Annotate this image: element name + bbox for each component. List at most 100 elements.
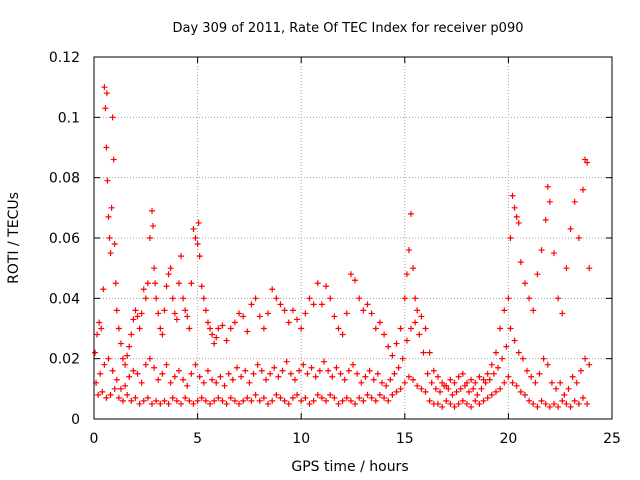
data-point	[202, 397, 209, 404]
data-point	[246, 379, 253, 386]
data-point	[515, 349, 522, 356]
data-point	[213, 334, 220, 341]
data-point	[383, 382, 390, 389]
data-point	[122, 361, 129, 368]
data-point	[120, 355, 127, 362]
data-point	[434, 373, 441, 380]
data-point	[550, 400, 557, 407]
data-point	[501, 307, 508, 314]
data-point	[569, 373, 576, 380]
data-point	[439, 403, 446, 410]
data-point	[501, 379, 508, 386]
data-point	[356, 394, 363, 401]
data-point	[134, 370, 141, 377]
data-point	[298, 325, 305, 332]
data-point	[101, 361, 108, 368]
data-point	[526, 295, 533, 302]
x-tick-label: 10	[292, 431, 310, 447]
data-point	[122, 382, 129, 389]
data-point	[204, 367, 211, 374]
data-point	[364, 391, 371, 398]
data-point	[103, 90, 110, 97]
data-point	[399, 355, 406, 362]
data-point	[331, 313, 338, 320]
data-point	[385, 397, 392, 404]
data-point	[360, 307, 367, 314]
data-point	[484, 370, 491, 377]
data-point	[186, 397, 193, 404]
data-point	[231, 397, 238, 404]
data-point	[327, 391, 334, 398]
data-point	[151, 265, 158, 272]
data-point	[441, 382, 448, 389]
data-point	[136, 325, 143, 332]
x-tick-label: 0	[90, 431, 99, 447]
data-point	[184, 313, 191, 320]
data-point	[575, 235, 582, 241]
data-point	[124, 391, 131, 398]
data-point	[107, 250, 114, 257]
data-point	[528, 373, 535, 380]
data-point	[463, 400, 470, 407]
x-tick-label: 15	[396, 431, 414, 447]
data-point	[503, 343, 510, 350]
data-point	[130, 316, 137, 323]
data-point	[157, 400, 164, 407]
data-point	[117, 340, 124, 347]
data-point	[188, 370, 195, 377]
data-point	[339, 397, 346, 404]
data-point	[111, 241, 118, 248]
data-point	[505, 373, 512, 380]
data-point	[586, 265, 593, 272]
data-point	[120, 397, 127, 404]
data-point	[240, 397, 247, 404]
data-point	[476, 400, 483, 407]
data-point	[126, 343, 133, 350]
data-point	[240, 313, 247, 320]
data-point	[215, 394, 222, 401]
data-point	[204, 319, 211, 326]
data-point	[194, 397, 201, 404]
data-point	[414, 307, 421, 314]
data-point	[567, 225, 574, 232]
data-point	[555, 295, 562, 302]
data-point	[366, 367, 373, 374]
data-point	[227, 394, 234, 401]
data-point	[265, 310, 272, 317]
data-point	[256, 313, 263, 320]
data-point	[335, 325, 342, 332]
data-point	[565, 385, 572, 392]
data-point	[391, 370, 398, 377]
data-point	[152, 280, 159, 287]
data-point	[480, 376, 487, 383]
data-point	[142, 295, 149, 302]
data-point	[312, 373, 319, 380]
data-point	[343, 310, 350, 317]
data-point	[314, 391, 321, 398]
data-point	[497, 325, 504, 332]
data-point	[416, 331, 423, 338]
data-point	[490, 370, 497, 377]
data-point	[370, 376, 377, 383]
data-point	[304, 370, 311, 377]
data-point	[488, 391, 495, 398]
data-point	[515, 219, 522, 226]
x-tick-label: 20	[499, 431, 517, 447]
data-point	[233, 364, 240, 371]
data-point	[140, 286, 147, 293]
data-point	[285, 400, 292, 407]
data-point	[273, 391, 280, 398]
data-point	[302, 310, 309, 317]
data-point	[410, 265, 417, 272]
data-point	[111, 385, 118, 392]
data-point	[561, 391, 568, 398]
data-point	[150, 222, 157, 229]
data-point	[190, 400, 197, 407]
data-point	[422, 388, 429, 395]
data-point	[567, 403, 574, 410]
data-point	[381, 394, 388, 401]
data-point	[238, 373, 245, 380]
data-point	[418, 313, 425, 320]
data-point	[105, 355, 112, 362]
data-point	[153, 397, 160, 404]
